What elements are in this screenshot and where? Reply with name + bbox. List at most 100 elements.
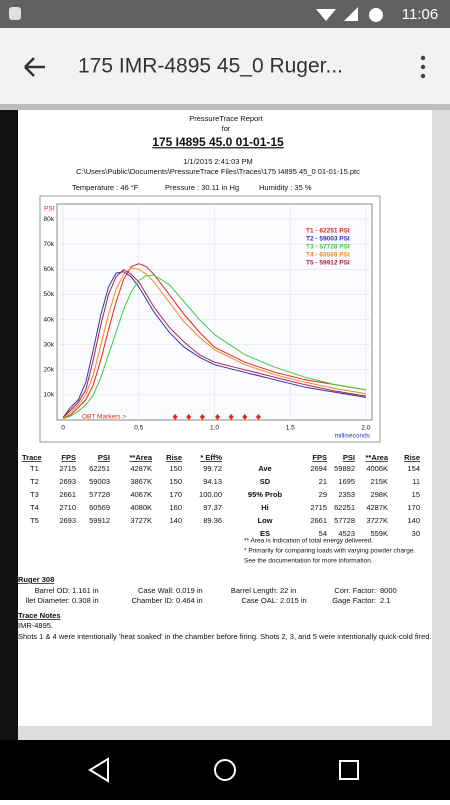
field-label: Case Wall: xyxy=(138,586,174,595)
nav-home[interactable] xyxy=(214,759,236,781)
table-header: **Area xyxy=(129,453,152,462)
table-cell: 57728 xyxy=(334,516,355,525)
table-cell: 99.72 xyxy=(203,464,222,473)
note-line: IMR-4895. xyxy=(18,621,53,630)
obt-marker xyxy=(172,414,178,420)
table-cell: 2715 xyxy=(59,464,76,473)
table-cell: 1695 xyxy=(338,477,355,486)
table-cell: 170 xyxy=(407,503,420,512)
table-cell: 4067K xyxy=(130,490,152,499)
table-cell: Ave xyxy=(258,464,271,473)
table-cell: 59912 xyxy=(89,516,110,525)
table-cell: Low xyxy=(258,516,273,525)
left-strip xyxy=(0,110,18,740)
table-cell: 94.13 xyxy=(203,477,222,486)
table-cell: 54 xyxy=(319,529,327,538)
y-tick-label: 40k xyxy=(44,316,55,323)
series-line xyxy=(62,263,366,420)
table-cell: 21 xyxy=(319,477,327,486)
table-header: FPS xyxy=(61,453,76,462)
report-datetime: 1/1/2015 2:41:03 PM xyxy=(183,157,253,166)
table-cell: 215K xyxy=(370,477,388,486)
table-header: PSI xyxy=(98,453,110,462)
table-header: FPS xyxy=(312,453,327,462)
divider xyxy=(0,104,450,110)
series-line xyxy=(62,267,366,420)
obt-marker xyxy=(255,414,261,420)
table-cell: 62251 xyxy=(334,503,355,512)
report-path: C:\Users\Public\Documents\PressureTrace … xyxy=(76,167,360,176)
legend-entry: T5 - 59912 PSI xyxy=(306,260,350,267)
y-tick-label: 20k xyxy=(44,366,55,373)
nav-recents[interactable] xyxy=(339,760,359,780)
x-tick-label: 0 xyxy=(61,425,65,432)
field-value: 0.308 in xyxy=(72,596,99,605)
x-tick-label: 1.5 xyxy=(286,425,295,432)
table-cell: 298K xyxy=(370,490,388,499)
table-cell: 2715 xyxy=(310,503,327,512)
menu-button[interactable] xyxy=(420,55,426,79)
table-cell: T3 xyxy=(30,490,39,499)
report-for: for xyxy=(222,124,231,133)
table-cell: 3867K xyxy=(130,477,152,486)
table-cell: 2694 xyxy=(310,464,327,473)
table-cell: 60569 xyxy=(89,503,110,512)
field-label: Case OAL: xyxy=(241,596,278,605)
x-axis-label: milliseconds xyxy=(335,433,371,440)
field-value: 2.015 in xyxy=(280,596,307,605)
notification-icon xyxy=(9,7,21,20)
y-tick-label: 30k xyxy=(44,341,55,348)
field-label: Chamber ID: xyxy=(131,596,174,605)
obt-marker xyxy=(186,414,192,420)
section-title: Trace Notes xyxy=(18,611,61,620)
table-cell: 150 xyxy=(169,477,182,486)
legend-entry: T3 - 57728 PSI xyxy=(306,244,350,251)
clock: 11:06 xyxy=(402,6,438,23)
note-line: Shots 1 & 4 were intentionally 'heat soa… xyxy=(18,632,432,641)
battery-icon xyxy=(369,8,383,22)
table-cell: 59892 xyxy=(334,464,355,473)
note: * Primarily for comparing loads with var… xyxy=(244,548,415,555)
field-label: Gage Factor: xyxy=(332,596,376,605)
table-header: Rise xyxy=(404,453,420,462)
table-cell: 59003 xyxy=(89,477,110,486)
signal-icon xyxy=(344,7,358,21)
markers-label: OBT Markers > xyxy=(82,414,126,421)
table-cell: 2710 xyxy=(59,503,76,512)
field-value: 0.464 in xyxy=(176,596,203,605)
y-tick-label: 10k xyxy=(44,392,55,399)
legend-entry: T2 - 59003 PSI xyxy=(306,236,350,243)
section-title: Ruger 308 xyxy=(18,575,54,584)
y-tick-label: 70k xyxy=(44,241,55,248)
table-cell: 89.36 xyxy=(203,516,222,525)
legend-entry: T4 - 60569 PSI xyxy=(306,252,350,259)
series-line xyxy=(62,274,366,420)
page-gap xyxy=(18,726,432,740)
nav-back[interactable] xyxy=(88,757,109,783)
table-header: Rise xyxy=(166,453,182,462)
series-line xyxy=(62,268,366,418)
field-value: 1.161 in xyxy=(72,586,99,595)
y-axis-label: PSI xyxy=(44,206,55,213)
report-title: 175 I4895 45.0 01-01-15 xyxy=(152,135,284,149)
table-cell: 2693 xyxy=(59,516,76,525)
table-cell: 2353 xyxy=(338,490,355,499)
table-header: **Area xyxy=(365,453,388,462)
table-cell: 559K xyxy=(370,529,388,538)
table-cell: 140 xyxy=(407,516,420,525)
wifi-icon xyxy=(316,9,336,21)
y-tick-label: 80k xyxy=(44,216,55,223)
table-cell: 95% Prob xyxy=(248,490,283,499)
table-cell: 4287K xyxy=(366,503,388,512)
table-cell: 4287K xyxy=(130,464,152,473)
back-button[interactable] xyxy=(24,57,45,77)
field-value: 22 in xyxy=(280,586,296,595)
table-cell: T2 xyxy=(30,477,39,486)
app-title: 175 IMR-4895 45_0 Ruger... xyxy=(78,55,343,78)
note: See the documentation for more informati… xyxy=(244,558,373,565)
y-tick-label: 60k xyxy=(44,266,55,273)
field-label: Barrel OD: xyxy=(35,586,70,595)
table-cell: T4 xyxy=(30,503,39,512)
